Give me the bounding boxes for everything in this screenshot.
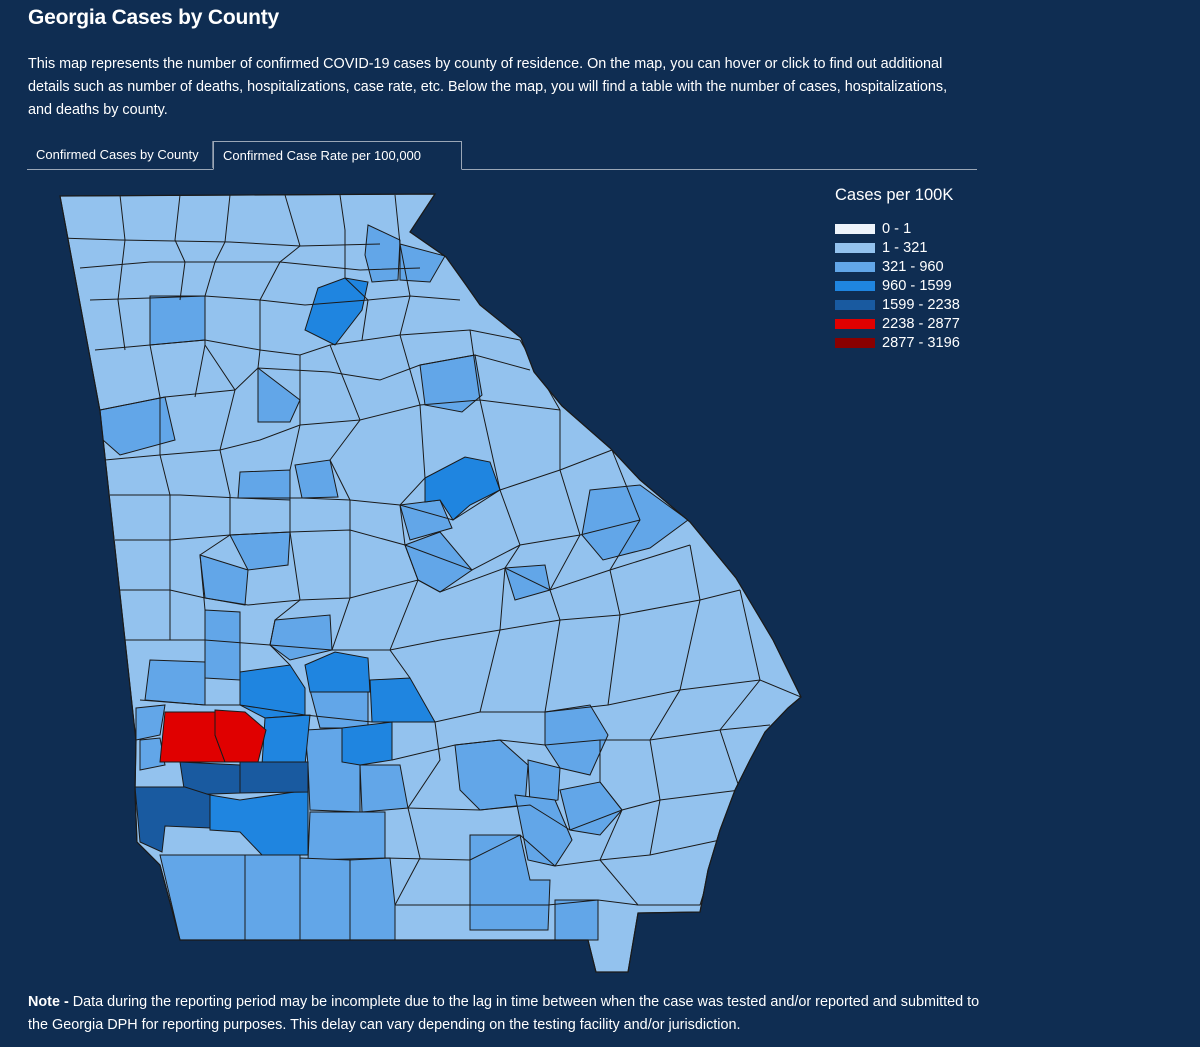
- legend-label: 2877 - 3196: [882, 334, 960, 351]
- legend-label: 1 - 321: [882, 239, 928, 256]
- legend-item: 1 - 321: [835, 238, 1015, 257]
- legend-item: 1599 - 2238: [835, 295, 1015, 314]
- county[interactable]: [261, 714, 311, 766]
- legend-swatch: [835, 242, 875, 253]
- county[interactable]: [554, 899, 599, 941]
- legend-label: 1599 - 2238: [882, 296, 960, 313]
- county[interactable]: [144, 659, 206, 706]
- legend-title: Cases per 100K: [835, 186, 954, 204]
- county[interactable]: [139, 737, 166, 771]
- county[interactable]: [204, 609, 241, 681]
- legend-swatch: [835, 223, 875, 234]
- county[interactable]: [399, 243, 446, 283]
- county[interactable]: [359, 764, 409, 813]
- county[interactable]: [135, 704, 166, 741]
- county[interactable]: [309, 689, 369, 729]
- page-title: Georgia Cases by County: [28, 6, 279, 29]
- county[interactable]: [307, 811, 386, 861]
- legend-item: 2877 - 3196: [835, 333, 1015, 352]
- county[interactable]: [257, 366, 301, 423]
- footnote: Note - Data during the reporting period …: [28, 991, 988, 1037]
- tab-bar: Confirmed Cases by County Confirmed Case…: [27, 141, 977, 170]
- legend-label: 321 - 960: [882, 258, 944, 275]
- legend-label: 0 - 1: [882, 220, 912, 237]
- legend-swatch: [835, 280, 875, 291]
- county[interactable]: [341, 721, 393, 766]
- county[interactable]: [159, 854, 246, 941]
- county[interactable]: [514, 794, 573, 867]
- legend-item: 321 - 960: [835, 257, 1015, 276]
- legend-swatch: [835, 261, 875, 272]
- county[interactable]: [244, 854, 301, 941]
- county-borders: [60, 194, 801, 906]
- legend-swatch: [835, 318, 875, 329]
- tab-confirmed-cases[interactable]: Confirmed Cases by County: [27, 141, 213, 168]
- county[interactable]: [299, 857, 351, 941]
- county[interactable]: [214, 709, 267, 763]
- county[interactable]: [294, 459, 339, 499]
- county[interactable]: [237, 469, 291, 501]
- county-layer: [60, 194, 801, 941]
- legend-item: 0 - 1: [835, 219, 1015, 238]
- county[interactable]: [209, 789, 309, 856]
- map-legend: Cases per 100K 0 - 1 1 - 321 321 - 960 960 …: [835, 186, 1015, 352]
- legend-swatch: [835, 337, 875, 348]
- county[interactable]: [559, 781, 623, 836]
- legend-label: 2238 - 2877: [882, 315, 960, 332]
- county[interactable]: [134, 786, 211, 853]
- state-border: [59, 193, 802, 973]
- county[interactable]: [304, 651, 371, 693]
- county[interactable]: [239, 761, 309, 794]
- legend-swatch: [835, 299, 875, 310]
- county[interactable]: [349, 857, 396, 941]
- county[interactable]: [424, 456, 501, 521]
- legend-item: 2238 - 2877: [835, 314, 1015, 333]
- intro-paragraph: This map represents the number of confir…: [28, 56, 948, 118]
- note-label: Note -: [28, 994, 73, 1010]
- legend-item: 960 - 1599: [835, 276, 1015, 295]
- tab-case-rate[interactable]: Confirmed Case Rate per 100,000: [213, 141, 462, 170]
- county[interactable]: [527, 759, 561, 806]
- note-text: Data during the reporting period may be …: [28, 994, 980, 1033]
- county[interactable]: [364, 224, 401, 283]
- county[interactable]: [149, 295, 206, 346]
- legend-label: 960 - 1599: [882, 277, 952, 294]
